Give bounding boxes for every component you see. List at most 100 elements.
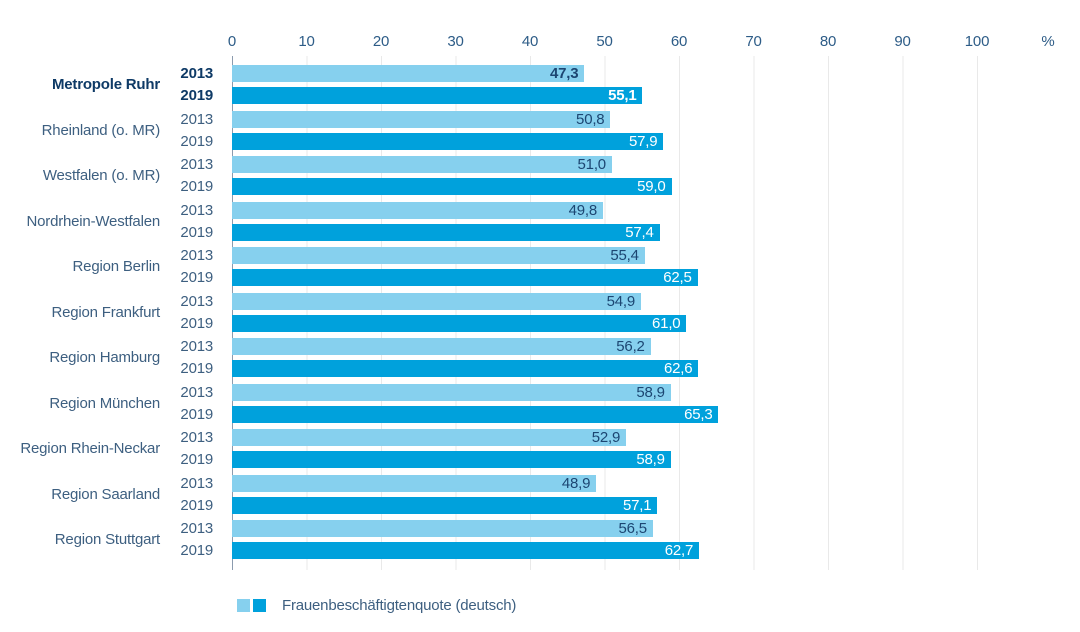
- axis-tick-80: 80: [819, 33, 837, 50]
- year-labels: 2013 2019: [160, 111, 232, 150]
- region-label: Region München: [49, 394, 160, 412]
- bar-2019-region-hamburg: 62,6: [232, 360, 699, 378]
- year-label-2019: 2019: [180, 314, 213, 332]
- bar-2013-region-stuttgart: 56,5: [232, 520, 653, 538]
- legend-swatch-2013: [237, 599, 250, 612]
- group-region-rhein-neckar: Region Rhein-Neckar 2013 2019 52,9 58,9: [0, 426, 1080, 472]
- year-labels: 2013 2019: [160, 429, 232, 468]
- bar-2013-rheinland-o-mr: 50,8: [232, 110, 611, 128]
- axis-tick-0: 0: [227, 33, 237, 50]
- axis-tick-100: 100: [964, 33, 990, 50]
- bar-2019-nordrhein-westfalen: 57,4: [232, 223, 660, 241]
- year-label-2013: 2013: [180, 201, 213, 219]
- bar-value-label: 55,1: [608, 87, 637, 105]
- year-labels: 2013 2019: [160, 202, 232, 241]
- year-label-2013: 2013: [180, 247, 213, 265]
- bar-2013-westfalen-o-mr: 51,0: [232, 156, 612, 174]
- region-label: Region Hamburg: [49, 349, 160, 367]
- bar-pair: 48,9 57,1: [232, 474, 977, 514]
- year-labels: 2013 2019: [160, 65, 232, 104]
- group-region-saarland: Region Saarland 2013 2019 48,9 57,1: [0, 472, 1080, 518]
- bar-2013-region-berlin: 55,4: [232, 247, 645, 265]
- bar-pair: 58,9 65,3: [232, 383, 977, 423]
- group-region-m-nchen: Region München 2013 2019 58,9 65,3: [0, 381, 1080, 427]
- year-label-2013: 2013: [180, 156, 213, 174]
- bar-value-label: 61,0: [652, 314, 681, 332]
- year-label-2019: 2019: [180, 87, 213, 105]
- year-label-2013: 2013: [180, 383, 213, 401]
- bar-value-label: 57,4: [625, 223, 654, 241]
- bar-2013-region-m-nchen: 58,9: [232, 383, 671, 401]
- region-label: Region Stuttgart: [54, 531, 160, 549]
- group-nordrhein-westfalen: Nordrhein-Westfalen 2013 2019 49,8 57,4: [0, 199, 1080, 245]
- axis-unit-label: %: [1041, 33, 1055, 50]
- year-label-2013: 2013: [180, 65, 213, 83]
- axis-tick-60: 60: [670, 33, 688, 50]
- group-rheinland-o-mr: Rheinland (o. MR) 2013 2019 50,8 57,9: [0, 108, 1080, 154]
- bar-pair: 50,8 57,9: [232, 110, 977, 150]
- year-labels: 2013 2019: [160, 293, 232, 332]
- bar-2013-region-hamburg: 56,2: [232, 338, 651, 356]
- bar-value-label: 62,7: [664, 542, 694, 560]
- year-label-2019: 2019: [180, 132, 213, 150]
- year-label-2013: 2013: [180, 292, 213, 310]
- bar-pair: 47,3 55,1: [232, 65, 977, 105]
- year-label-2013: 2013: [180, 520, 213, 538]
- bar-value-label: 62,6: [663, 360, 693, 378]
- bar-2013-metropole-ruhr: 47,3: [232, 65, 585, 83]
- year-label-2019: 2019: [180, 496, 213, 514]
- legend-swatch-2019: [253, 599, 266, 612]
- year-label-2019: 2019: [180, 269, 213, 287]
- bar-2019-metropole-ruhr: 55,1: [232, 87, 643, 105]
- year-label-2019: 2019: [180, 451, 213, 469]
- year-labels: 2013 2019: [160, 520, 232, 559]
- bar-value-label: 58,9: [636, 383, 665, 401]
- axis-tick-20: 20: [372, 33, 390, 50]
- bar-value-label: 49,8: [568, 201, 598, 219]
- bar-2013-region-frankfurt: 54,9: [232, 292, 641, 310]
- bar-value-label: 51,0: [577, 156, 607, 174]
- bar-value-label: 52,9: [591, 429, 621, 447]
- bar-2019-region-rhein-neckar: 58,9: [232, 451, 671, 469]
- bar-pair: 56,5 62,7: [232, 520, 977, 560]
- bar-2019-region-saarland: 57,1: [232, 496, 658, 514]
- year-label-2013: 2013: [180, 474, 213, 492]
- axis-ticks: % 0 10 20 30 40 50 60 70 80 90 100: [228, 33, 1055, 53]
- bar-value-label: 50,8: [576, 110, 605, 128]
- legend-label: Frauenbeschäftigtenquote (deutsch): [282, 597, 517, 614]
- year-labels: 2013 2019: [160, 156, 232, 195]
- plot-rows: Metropole Ruhr 2013 2019 47,3 55,1 Rheinland …: [0, 62, 1080, 563]
- year-label-2019: 2019: [180, 223, 213, 241]
- year-label-2019: 2019: [180, 360, 213, 378]
- group-metropole-ruhr: Metropole Ruhr 2013 2019 47,3 55,1: [0, 62, 1080, 108]
- year-label-2013: 2013: [180, 429, 213, 447]
- year-label-2013: 2013: [180, 110, 213, 128]
- bar-pair: 49,8 57,4: [232, 201, 977, 241]
- bar-value-label: 54,9: [606, 292, 636, 310]
- axis-tick-50: 50: [596, 33, 613, 50]
- bar-value-label: 55,4: [610, 247, 639, 265]
- region-label: Region Rhein-Neckar: [20, 440, 160, 458]
- year-label-2013: 2013: [180, 338, 213, 356]
- axis-tick-30: 30: [447, 33, 464, 50]
- bar-pair: 56,2 62,6: [232, 338, 977, 378]
- year-labels: 2013 2019: [160, 475, 232, 514]
- bar-2019-rheinland-o-mr: 57,9: [232, 132, 664, 150]
- bar-value-label: 57,1: [622, 496, 652, 514]
- axis-tick-90: 90: [894, 33, 911, 50]
- bar-2019-region-frankfurt: 61,0: [232, 314, 687, 332]
- axis-tick-40: 40: [521, 33, 539, 50]
- year-labels: 2013 2019: [160, 384, 232, 423]
- axis-tick-10: 10: [298, 33, 315, 50]
- group-region-hamburg: Region Hamburg 2013 2019 56,2 62,6: [0, 335, 1080, 381]
- bar-value-label: 65,3: [684, 405, 713, 423]
- region-label: Region Frankfurt: [51, 303, 160, 321]
- bar-2013-nordrhein-westfalen: 49,8: [232, 201, 603, 219]
- bar-2019-region-m-nchen: 65,3: [232, 405, 719, 423]
- group-region-berlin: Region Berlin 2013 2019 55,4 62,5: [0, 244, 1080, 290]
- bar-2019-region-stuttgart: 62,7: [232, 542, 700, 560]
- axis-tick-70: 70: [745, 33, 762, 50]
- bar-pair: 51,0 59,0: [232, 156, 977, 196]
- bar-value-label: 56,5: [618, 520, 648, 538]
